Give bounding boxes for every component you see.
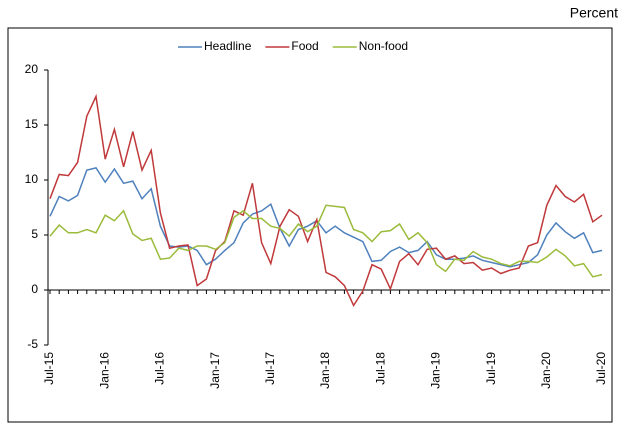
- x-tick-label: Jan-16: [97, 352, 111, 389]
- x-tick-label: Jul-18: [373, 352, 387, 385]
- y-tick-label: 20: [25, 62, 39, 76]
- x-tick-label: Jan-20: [539, 352, 553, 389]
- series-line: [49, 204, 603, 278]
- y-tick-label: 15: [25, 117, 39, 131]
- series-line: [49, 93, 603, 307]
- x-tick-label: Jan-17: [208, 352, 222, 389]
- legend-label: Food: [291, 39, 318, 53]
- y-tick-label: 0: [31, 282, 38, 296]
- x-tick-label: Jan-19: [429, 352, 443, 389]
- x-tick-label: Jul-17: [263, 352, 277, 385]
- series-line: [49, 167, 603, 268]
- x-tick-label: Jan-18: [318, 352, 332, 389]
- x-tick-label: Jul-15: [42, 352, 56, 385]
- legend-label: Non-food: [359, 39, 408, 53]
- y-tick-label: 10: [25, 172, 39, 186]
- x-tick-label: Jul-16: [153, 352, 167, 385]
- unit-label: Percent: [570, 5, 618, 21]
- frame: [7, 27, 613, 423]
- x-tick-label: Jul-19: [484, 352, 498, 385]
- x-tick-label: Jul-20: [594, 352, 608, 385]
- y-tick-label: -5: [27, 337, 38, 351]
- y-tick-label: 5: [31, 227, 38, 241]
- legend-label: Headline: [204, 39, 252, 53]
